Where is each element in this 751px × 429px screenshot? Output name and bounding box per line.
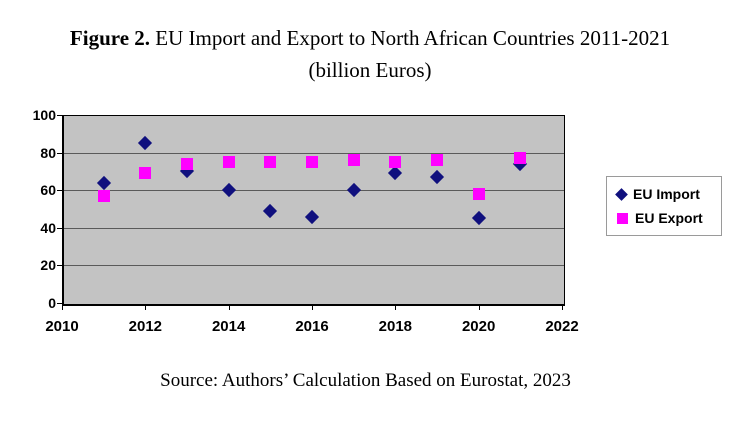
x-axis-tick: [228, 305, 230, 310]
gridline: [64, 265, 564, 267]
y-axis-tick: [57, 227, 63, 229]
figure-title-text: EU Import and Export to North African Co…: [150, 26, 671, 50]
data-point-eu-export: [139, 167, 152, 180]
source-caption: Source: Authors’ Calculation Based on Eu…: [160, 370, 571, 391]
data-point-eu-export: [347, 154, 360, 167]
legend-label-eu-export: EU Export: [635, 210, 703, 226]
x-axis-tick: [562, 305, 563, 310]
x-axis-tick-label: 2014: [211, 318, 246, 335]
legend-item-eu-export: EU Export: [617, 210, 721, 226]
y-axis-tick: [57, 303, 63, 304]
data-point-eu-export: [181, 157, 193, 170]
gridline: [64, 190, 564, 192]
data-point-eu-export: [264, 156, 277, 168]
legend-item-eu-import: EU Import: [615, 186, 721, 202]
import-diamond-icon: [615, 187, 628, 201]
export-square-icon: [617, 212, 628, 224]
x-axis-tick-label: 2018: [378, 318, 413, 335]
x-axis-tick: [62, 305, 63, 310]
y-axis-tick-label: 0: [48, 295, 56, 311]
x-axis-tick-label: 2020: [461, 318, 496, 335]
gridline: [64, 152, 564, 154]
y-axis-tick-label: 80: [40, 144, 56, 161]
data-point-eu-export: [472, 187, 485, 200]
data-point-eu-export: [97, 189, 110, 202]
figure-title: Figure 2. EU Import and Export to North …: [0, 26, 740, 51]
gridline: [64, 227, 564, 229]
x-axis-tick-label: 2010: [45, 318, 79, 335]
y-axis-tick-label: 20: [40, 257, 56, 274]
legend-label-eu-import: EU Import: [633, 186, 700, 202]
y-axis-tick: [57, 115, 63, 116]
data-point-eu-export: [514, 152, 527, 165]
x-axis-tick-label: 2012: [128, 318, 163, 335]
x-axis-tick: [312, 305, 313, 310]
data-point-eu-export: [431, 154, 443, 167]
x-axis-tick: [478, 305, 480, 310]
x-axis-tick: [145, 305, 147, 310]
y-axis-tick-label: 60: [40, 182, 56, 199]
x-axis-tick: [395, 305, 397, 310]
y-axis-tick: [57, 152, 63, 154]
x-axis-tick-label: 2022: [545, 318, 579, 335]
y-axis-tick-label: 100: [32, 107, 56, 123]
data-point-eu-export: [306, 156, 318, 168]
y-axis-tick: [57, 190, 63, 192]
y-axis-tick: [57, 265, 63, 267]
x-axis-tick-label: 2016: [295, 318, 329, 335]
legend: EU Import EU Export: [606, 176, 722, 236]
figure-subtitle: (billion Euros): [308, 58, 432, 82]
data-point-eu-export: [389, 156, 402, 168]
y-axis-tick-label: 40: [40, 219, 56, 236]
data-point-eu-export: [222, 156, 235, 168]
figure-number-label: Figure 2.: [69, 26, 151, 50]
